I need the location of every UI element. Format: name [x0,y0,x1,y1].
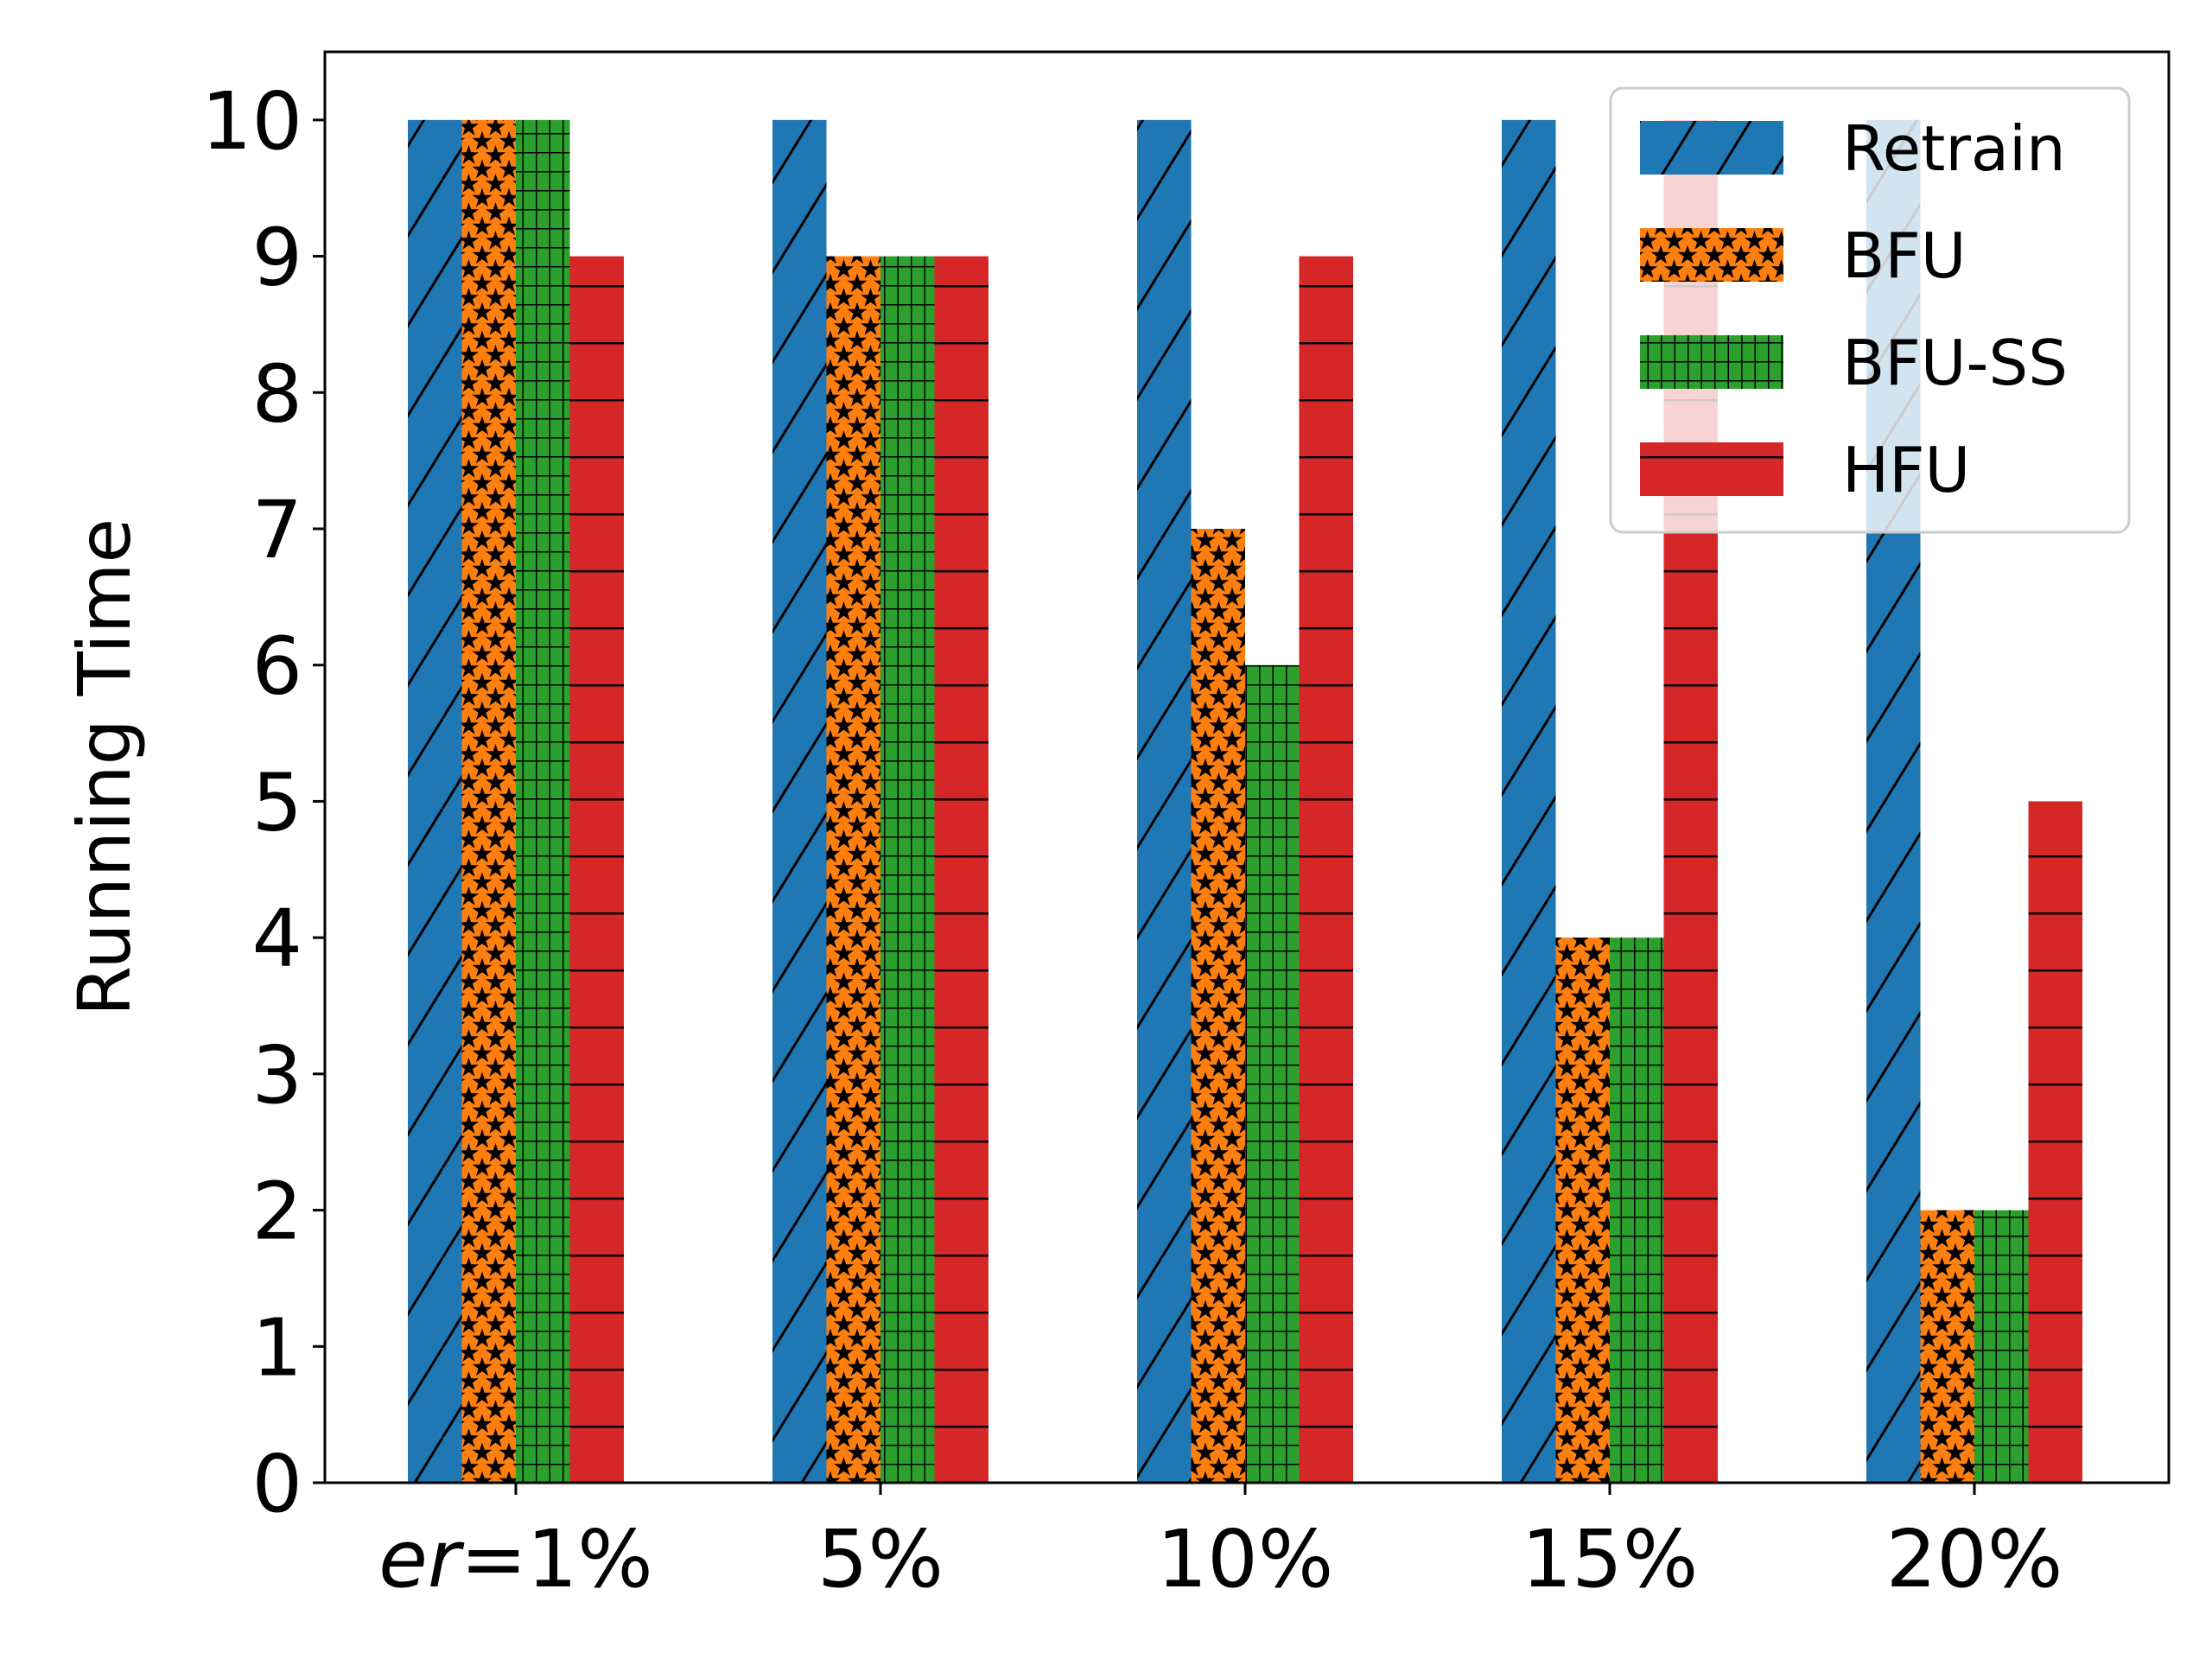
x-tick-label: er=1% [378,1513,652,1605]
bar-bfu-4 [1920,1210,1974,1483]
bar-retrain-2 [1137,119,1192,1483]
y-tick-label: 5 [251,756,302,849]
bar-hfu-0 [569,256,624,1484]
bar-bfu-1 [826,256,880,1484]
y-tick-label: 3 [251,1029,302,1122]
bar-bfu-ss-2 [1245,664,1300,1483]
bar-bfu-ss-3 [1610,938,1664,1483]
bars-layer [408,119,2082,1484]
y-tick-label: 1 [251,1301,302,1394]
bar-hfu-4 [2028,801,2082,1483]
legend-label: HFU [1842,434,1970,506]
x-tick-label: 5% [817,1513,944,1605]
bar-bfu-ss-0 [516,119,570,1483]
plot-frame [323,50,2171,1484]
bar-bfu-ss-4 [1974,1210,2029,1483]
y-tick-label: 8 [251,347,302,440]
legend-item-hfu: HFU [1640,434,1970,506]
x-tick-label: 10% [1157,1513,1333,1605]
legend-label: BFU-SS [1842,327,2068,399]
y-tick-label: 2 [251,1166,302,1258]
y-tick-label: 0 [251,1438,302,1530]
bar-hfu-2 [1299,256,1353,1484]
bar-hfu-1 [934,256,988,1484]
bar-bfu-ss-1 [880,256,935,1484]
legend-label: BFU [1842,219,1967,292]
y-tick-label: 7 [251,484,302,576]
legend-label: Retrain [1842,112,2066,185]
y-tick-label: 10 [201,75,302,168]
bar-retrain-0 [408,119,462,1483]
bar-bfu-2 [1191,529,1245,1483]
legend-item-bfu-ss: BFU-SS [1640,327,2068,399]
x-tick-label: 20% [1886,1513,2063,1605]
legend-item-retrain: Retrain [1640,112,2066,185]
bar-bfu-3 [1555,938,1610,1483]
x-tick-label: 15% [1522,1513,1698,1605]
y-tick-label: 6 [251,620,302,713]
legend-item-bfu: BFU [1640,219,1967,292]
legend: Retrain BFU BFU-SS HFU [1609,86,2131,534]
bar-bfu-0 [461,119,516,1483]
y-axis: 0 1 2 3 4 5 6 7 8 9 10 [201,75,325,1530]
y-tick-label: 4 [251,893,302,985]
y-axis-title: Running Time [62,518,147,1016]
bar-retrain-3 [1502,119,1556,1483]
bar-retrain-1 [772,119,827,1483]
legend-frame [1609,86,2131,534]
x-axis: er=1% 5% 10% 15% 20% [378,1483,2063,1605]
y-tick-label: 9 [251,212,302,304]
